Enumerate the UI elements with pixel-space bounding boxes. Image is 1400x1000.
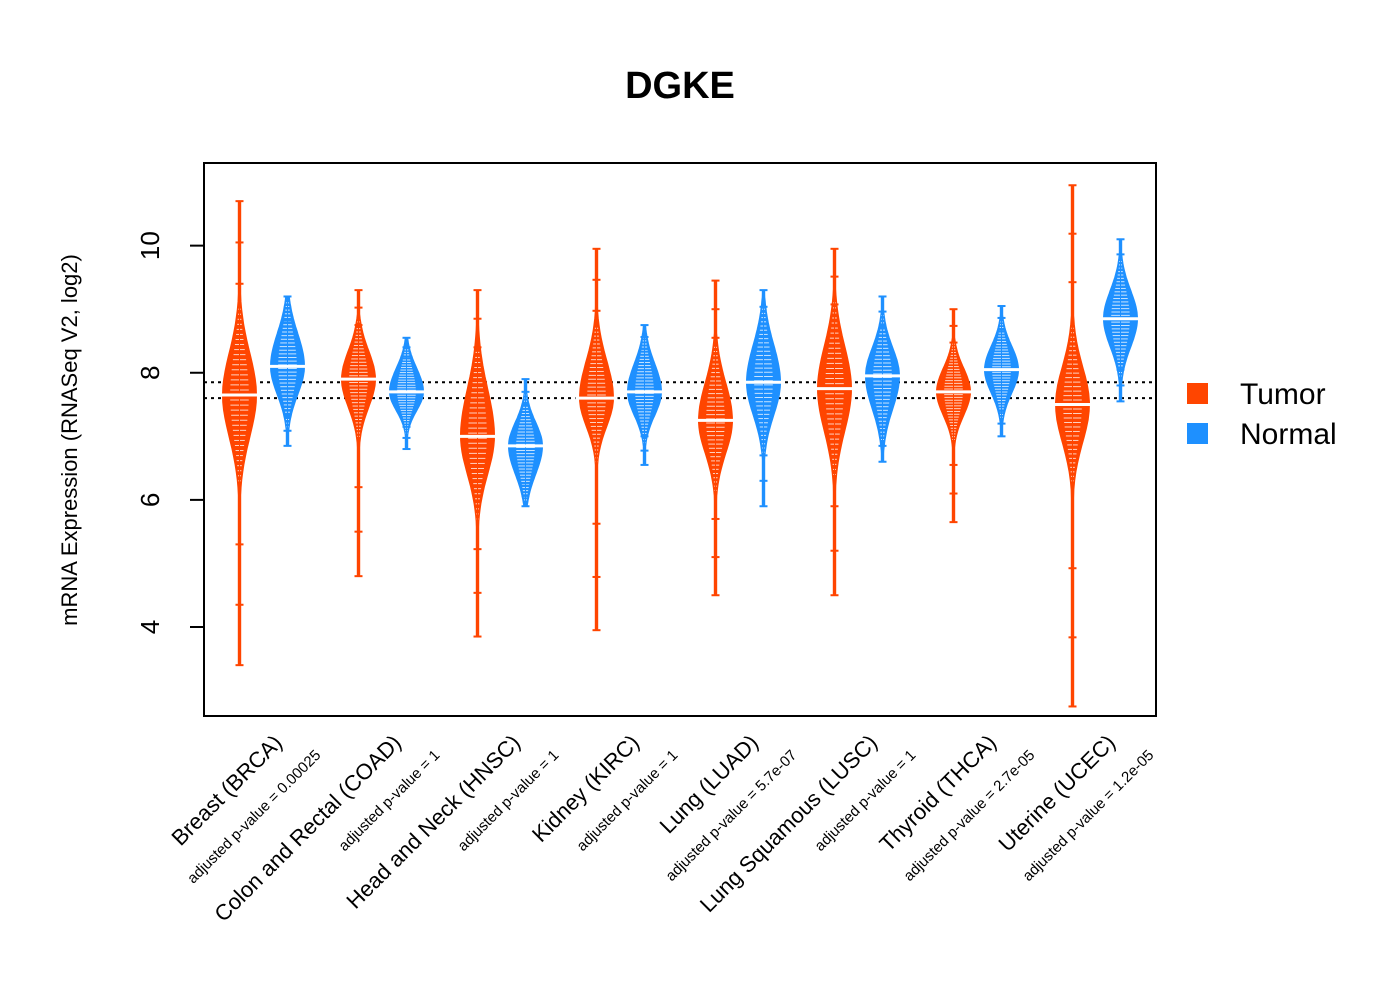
- tumor-bean: [1051, 184, 1094, 708]
- normal-bean: [385, 336, 428, 451]
- tumor-bean: [456, 289, 499, 638]
- normal-bean: [504, 378, 547, 508]
- tumor-bean: [932, 308, 975, 524]
- tumor-bean: [694, 279, 737, 597]
- plot-area: [203, 162, 1157, 717]
- normal-bean: [266, 295, 309, 447]
- y-axis: 4 6 8 10: [135, 231, 204, 634]
- x-axis-labels: Breast (BRCA)adjusted p-value = 0.00025C…: [166, 730, 1157, 927]
- legend-label: Normal: [1240, 418, 1337, 451]
- tumor-bean: [813, 247, 856, 597]
- legend-label: Tumor: [1240, 378, 1326, 411]
- legend: Tumor Normal: [1187, 378, 1337, 451]
- y-tick-label: 6: [135, 493, 165, 507]
- tumor-bean: [337, 289, 380, 578]
- normal-bean: [1099, 238, 1142, 403]
- plot-frame: [203, 162, 1157, 717]
- y-tick-label: 4: [135, 620, 165, 634]
- normal-bean: [623, 324, 666, 466]
- normal-bean: [742, 289, 785, 508]
- tumor-bean: [218, 200, 261, 667]
- y-axis-label: mRNA Expression (RNASeq V2, log2): [57, 254, 82, 626]
- legend-swatch: [1187, 423, 1208, 444]
- y-tick-label: 10: [135, 231, 165, 260]
- normal-bean: [861, 295, 904, 463]
- y-tick-label: 8: [135, 366, 165, 380]
- chart-title: DGKE: [625, 65, 735, 107]
- category-label: Lung (LUAD): [655, 730, 763, 838]
- normal-bean: [980, 305, 1023, 438]
- legend-swatch: [1187, 383, 1208, 404]
- tumor-bean: [575, 247, 618, 632]
